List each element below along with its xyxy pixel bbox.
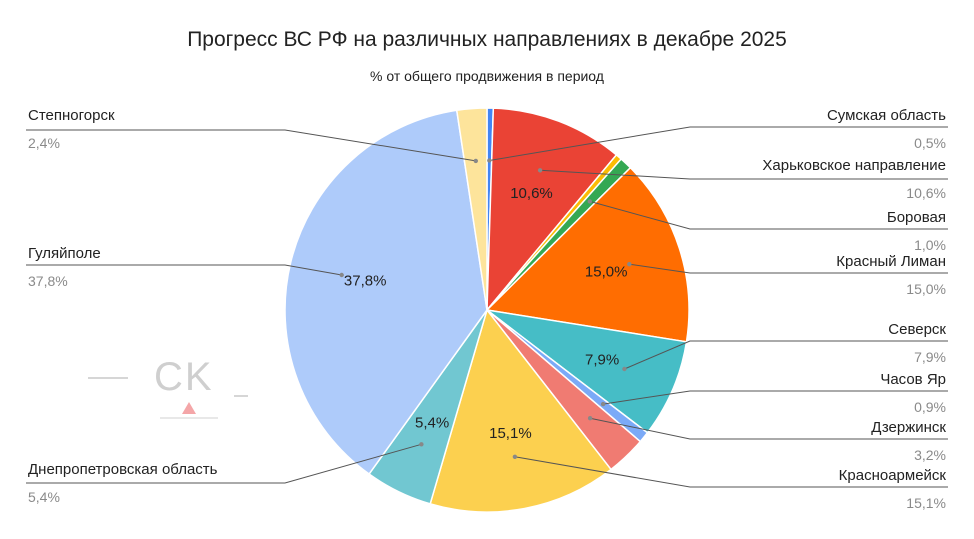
slice-5-name-label: Северск (888, 321, 946, 338)
chart-subtitle: % от общего продвижения в период (370, 68, 604, 84)
slice-0-value-label: 0,5% (914, 135, 946, 151)
slice-0-leader-dot (487, 158, 492, 163)
slice-10-leader-dot (339, 272, 344, 278)
slice-11-name-label: Степногорск (28, 107, 115, 124)
leader-lines (26, 126, 948, 488)
slice-8-name-label: Красноармейск (839, 467, 947, 484)
slice-5-inside-label: 7,9% (585, 351, 619, 368)
slice-6-value-label: 0,9% (914, 399, 946, 415)
slice-11-leader-line (26, 129, 476, 162)
slice-7-value-label: 3,2% (914, 447, 946, 463)
slice-7-leader-dot (587, 416, 593, 421)
slice-4-leader-dot (627, 262, 632, 267)
slice-7-name-label: Дзержинск (871, 419, 946, 436)
slice-5-value-label: 7,9% (914, 349, 946, 365)
slice-4-inside-label: 15,0% (585, 264, 628, 281)
slice-10-name-label: Гуляйполе (28, 245, 101, 262)
outside-labels: Сумская область 0,5% Харьковское направлен… (28, 107, 946, 511)
slice-3-leader-line (589, 200, 948, 230)
slice-10-leader-line (26, 264, 342, 276)
slice-6-leader-dot (600, 401, 606, 407)
slice-10-inside-label: 37,8% (344, 273, 387, 290)
slice-1-inside-label: 10,6% (510, 185, 553, 202)
slice-8-leader-line (514, 456, 948, 488)
slice-4-name-label: Красный Лиман (836, 253, 946, 270)
slice-8-inside-label: 15,1% (489, 425, 532, 442)
slice-1-name-label: Харьковское направление (762, 157, 946, 174)
slice-8-value-label: 15,1% (906, 495, 946, 511)
slice-7-leader-line (589, 417, 948, 440)
slice-5-leader-line (624, 340, 948, 370)
slice-4-leader-line (629, 263, 948, 274)
slice-9-leader-dot (419, 442, 424, 447)
slice-9-leader-line (26, 443, 422, 484)
slice-3-leader-dot (587, 199, 592, 204)
slice-5-wedge (486, 309, 688, 434)
watermark-logo: CK (88, 355, 248, 419)
slice-11-value-label: 2,4% (28, 135, 60, 151)
pie-slices (284, 107, 690, 513)
watermark-text: CK (154, 355, 214, 399)
slice-1-value-label: 10,6% (906, 185, 946, 201)
slice-3-value-label: 1,0% (914, 237, 946, 253)
slice-9-inside-label: 5,4% (415, 415, 449, 432)
slice-6-leader-line (603, 390, 948, 405)
slice-9-value-label: 5,4% (28, 489, 60, 505)
slice-0-name-label: Сумская область (827, 107, 946, 124)
slice-1-leader-line (540, 169, 948, 180)
slice-1-leader-dot (537, 168, 543, 173)
slice-10-wedge (284, 109, 488, 476)
slice-9-name-label: Днепропетровская область (28, 461, 218, 478)
inside-labels: 10,6% 15,0% 7,9% 15,1% 5,4% 37,8% (344, 185, 628, 442)
slice-10-value-label: 37,8% (28, 273, 68, 289)
slice-6-name-label: Часов Яр (880, 371, 946, 388)
slice-4-wedge (485, 166, 690, 343)
slice-3-name-label: Боровая (887, 209, 946, 226)
slice-1-wedge (486, 107, 618, 313)
slice-8-wedge (429, 308, 613, 513)
slice-5-leader-dot (622, 366, 627, 372)
slice-11-wedge (455, 107, 488, 311)
slice-8-leader-dot (512, 454, 518, 459)
slice-4-value-label: 15,0% (906, 281, 946, 297)
slice-11-leader-dot (473, 158, 478, 164)
slice-0-leader-line (489, 126, 948, 161)
chart-title: Прогресс ВС РФ на различных направлениях… (187, 28, 787, 51)
